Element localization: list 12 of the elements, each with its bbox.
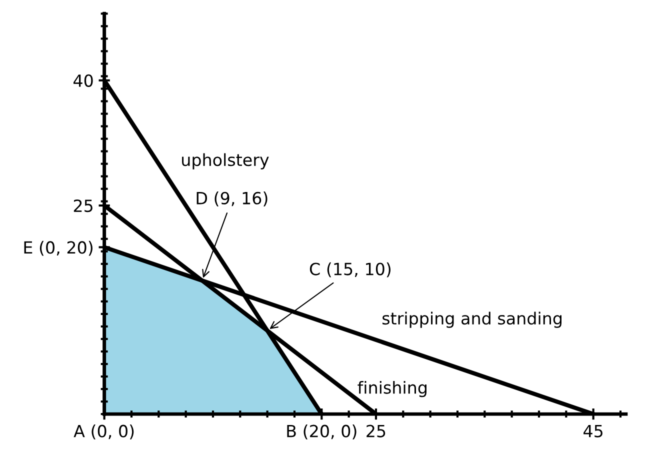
y-tick-label: 25 bbox=[74, 199, 92, 212]
series-label: upholstery bbox=[182, 153, 269, 170]
x-tick-label: 45 bbox=[584, 424, 602, 438]
series-label: finishing bbox=[358, 380, 426, 398]
series-label: stripping and sanding bbox=[382, 312, 562, 328]
annotation: C (15, 10) bbox=[310, 262, 391, 278]
x-tick-label: 25 bbox=[366, 424, 386, 438]
annotation: D (9, 16) bbox=[196, 192, 268, 206]
x-tick-label: B (20, 0) bbox=[287, 424, 356, 440]
y-tick-label: 40 bbox=[74, 74, 93, 87]
x-tick-label: A (0, 0) bbox=[74, 424, 134, 440]
y-tick-label: E (0, 20) bbox=[24, 240, 92, 256]
